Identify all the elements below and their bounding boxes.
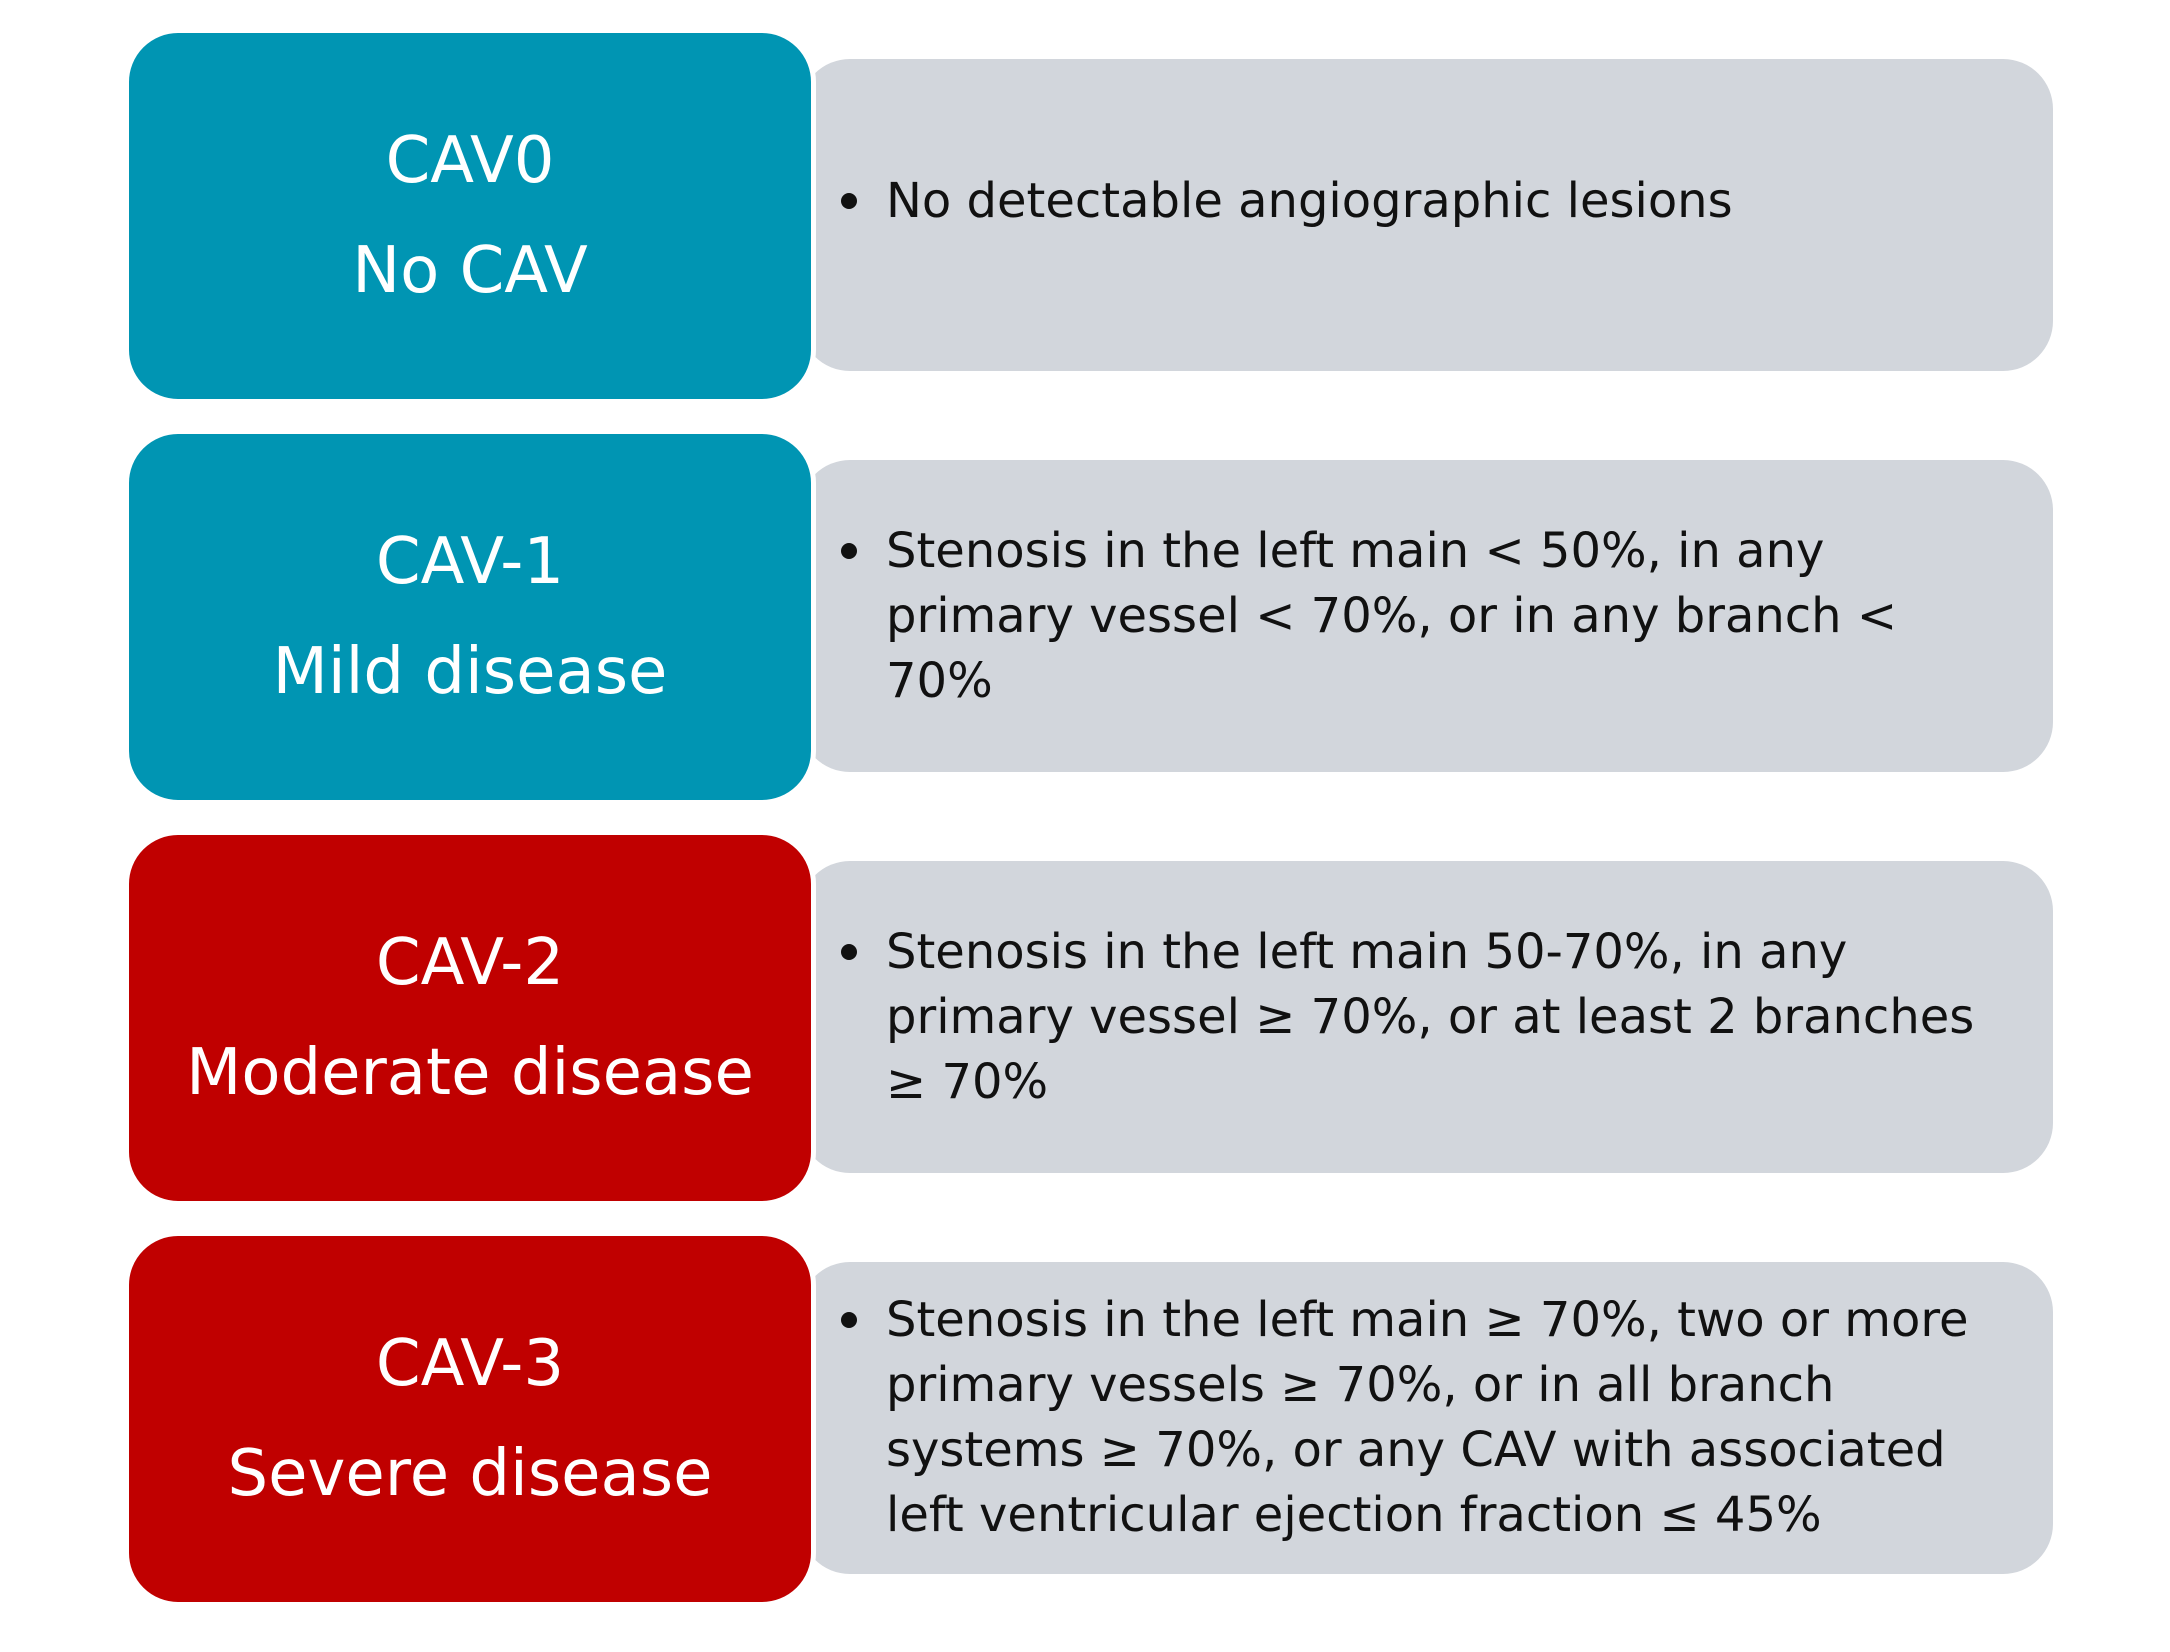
- bullet-icon: [841, 542, 857, 559]
- grade-row-cav2: Stenosis in the left main 50-70%, in any…: [0, 830, 2170, 1206]
- description-item: No detectable angiographic lesions: [836, 169, 2017, 234]
- grade-box: CAV-1 Mild disease: [124, 429, 816, 805]
- description-list: Stenosis in the left main 50-70%, in any…: [836, 920, 2017, 1115]
- grade-code: CAV-2: [375, 926, 565, 1000]
- description-box: Stenosis in the left main ≥ 70%, two or …: [800, 1262, 2053, 1574]
- grade-row-cav1: Stenosis in the left main < 50%, in any …: [0, 429, 2170, 805]
- grade-label: Moderate disease: [186, 1036, 754, 1110]
- grade-label: Severe disease: [227, 1437, 713, 1511]
- description-list: Stenosis in the left main ≥ 70%, two or …: [836, 1288, 2017, 1548]
- description-list: No detectable angiographic lesions: [836, 173, 2017, 234]
- grade-row-cav0: No detectable angiographic lesions CAV0 …: [0, 28, 2170, 404]
- grade-label: No CAV: [352, 234, 588, 308]
- description-text: Stenosis in the left main < 50%, in any …: [886, 522, 1898, 709]
- description-list: Stenosis in the left main < 50%, in any …: [836, 519, 2017, 714]
- description-item: Stenosis in the left main 50-70%, in any…: [836, 920, 2017, 1115]
- grade-box: CAV-3 Severe disease: [124, 1231, 816, 1607]
- description-item: Stenosis in the left main < 50%, in any …: [836, 519, 2017, 714]
- description-box: Stenosis in the left main < 50%, in any …: [800, 460, 2053, 772]
- grade-code: CAV-1: [375, 525, 565, 599]
- grade-box: CAV0 No CAV: [124, 28, 816, 404]
- bullet-icon: [841, 943, 857, 960]
- description-text: Stenosis in the left main ≥ 70%, two or …: [886, 1292, 1969, 1543]
- grade-label: Mild disease: [272, 635, 668, 709]
- description-text: Stenosis in the left main 50-70%, in any…: [886, 923, 1975, 1110]
- grade-code: CAV0: [385, 124, 555, 198]
- description-item: Stenosis in the left main ≥ 70%, two or …: [836, 1288, 2017, 1548]
- description-box: No detectable angiographic lesions: [800, 59, 2053, 371]
- grade-code: CAV-3: [375, 1327, 565, 1401]
- description-box: Stenosis in the left main 50-70%, in any…: [800, 861, 2053, 1173]
- bullet-icon: [841, 1312, 857, 1328]
- bullet-icon: [841, 192, 857, 209]
- grade-row-cav3: Stenosis in the left main ≥ 70%, two or …: [0, 1231, 2170, 1607]
- description-text: No detectable angiographic lesions: [886, 172, 1733, 229]
- grade-box: CAV-2 Moderate disease: [124, 830, 816, 1206]
